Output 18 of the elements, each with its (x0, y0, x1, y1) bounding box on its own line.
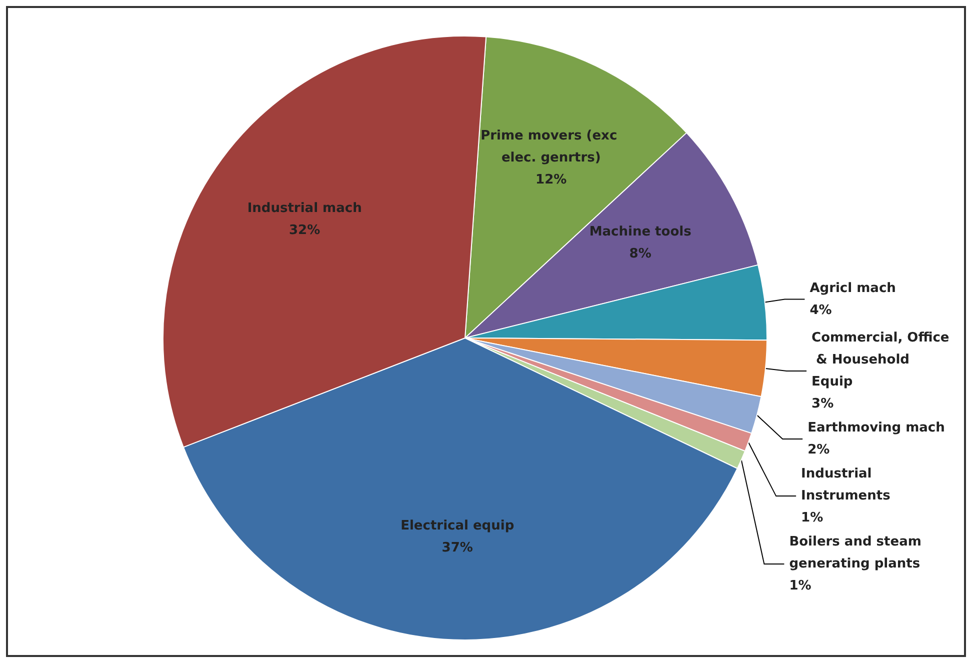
slice-label: Agricl mach (810, 280, 896, 296)
data-label: 12% (536, 172, 567, 188)
data-label: 1% (789, 578, 812, 594)
slice-label: Commercial, Office & Household Equip (812, 330, 950, 390)
slice-label: Machine tools (589, 224, 692, 240)
slice-label: Electrical equip (400, 518, 514, 534)
slice-label: Industrial Instruments (801, 466, 891, 504)
data-label: 32% (289, 223, 320, 238)
data-label: 1% (801, 510, 824, 526)
slice-label: Boilers and steam generating plants (789, 534, 926, 572)
slice-label: Earthmoving mach (808, 420, 945, 436)
slice-label: Prime movers (exc elec. genrtrs) (480, 128, 622, 166)
data-label: 37% (442, 540, 473, 556)
data-label: 8% (629, 246, 652, 262)
data-label: 4% (810, 302, 832, 318)
data-label: 3% (812, 396, 834, 412)
data-label: 2% (808, 442, 830, 458)
slice-label: Industrial mach (247, 201, 362, 216)
